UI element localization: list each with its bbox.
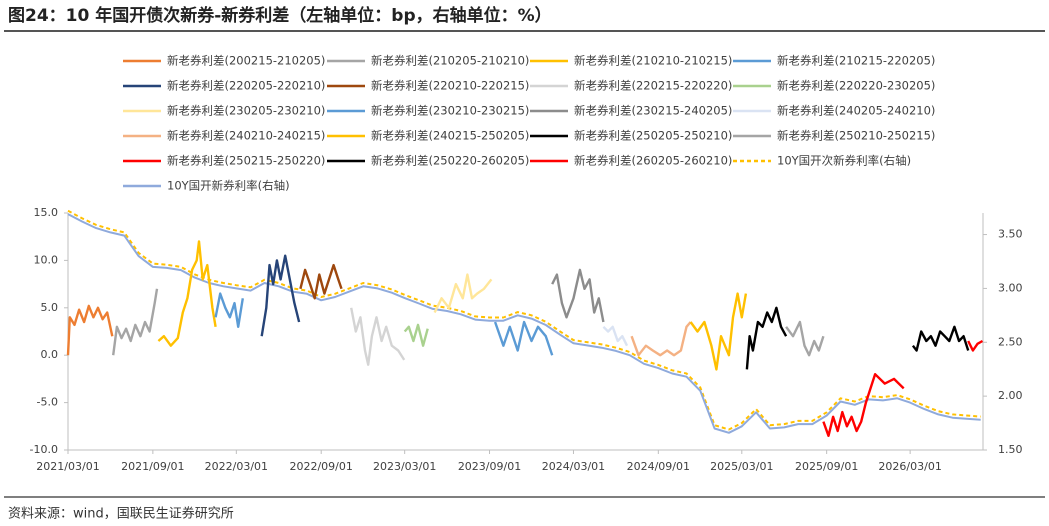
x-tick-label: 2024/03/01	[542, 460, 605, 473]
y-tick-label: 0.0	[41, 348, 59, 361]
source-note: 资料来源：wind，国联民生证券研究所	[8, 506, 234, 522]
legend-label: 新老券利差(220205-220210)	[167, 79, 325, 93]
spread-line	[403, 323, 429, 347]
spread-line	[299, 263, 343, 300]
legend-label: 新老券利差(250205-250210)	[574, 129, 732, 143]
x-tick-label: 2025/09/01	[795, 460, 858, 473]
legend-label: 10Y国开次新券利率(右轴)	[777, 154, 911, 168]
y-tick-label: -10.0	[30, 443, 58, 456]
spread-line	[745, 306, 788, 370]
x-tick-label: 2021/03/01	[36, 460, 99, 473]
x-tick-label: 2026/03/01	[878, 460, 941, 473]
legend-label: 新老券利差(210210-210215)	[574, 54, 732, 68]
legend-label: 新老券利差(230205-230210)	[167, 104, 325, 118]
x-tick-label: 2024/09/01	[627, 460, 690, 473]
spread-line	[260, 254, 301, 337]
legend-label: 新老券利差(220220-230205)	[777, 79, 935, 93]
spread-line	[785, 320, 825, 357]
x-tick-label: 2025/03/01	[710, 460, 773, 473]
spread-line	[967, 339, 984, 352]
spread-line	[157, 240, 217, 347]
legend-label: 新老券利差(250215-250220)	[167, 154, 325, 168]
chart-title: 图24：10 年国开债次新券-新券利差（左轴单位：bp，右轴单位：%）	[8, 5, 552, 26]
legend-label: 新老券利差(250210-250215)	[777, 129, 935, 143]
x-tick-label: 2022/03/01	[205, 460, 268, 473]
legend-label: 新老券利差(240210-240215)	[167, 129, 325, 143]
y-tick-label: 10.0	[34, 253, 59, 266]
legend-label: 新老券利差(250220-260205)	[371, 154, 529, 168]
y2-tick-label: 3.00	[998, 281, 1023, 294]
spread-line	[433, 273, 493, 314]
legend-label: 新老券利差(230215-240205)	[574, 104, 732, 118]
y-tick-label: 5.0	[41, 301, 59, 314]
legend-label: 新老券利差(240215-250205)	[371, 129, 529, 143]
y-tick-label: -5.0	[37, 396, 58, 409]
spread-line	[630, 321, 692, 357]
legend-label: 新老券利差(260205-260210)	[574, 154, 732, 168]
yield-line	[67, 209, 981, 431]
y2-tick-label: 1.50	[998, 443, 1023, 456]
spread-line	[350, 307, 406, 366]
x-tick-label: 2021/09/01	[121, 460, 184, 473]
x-tick-label: 2023/09/01	[458, 460, 521, 473]
x-tick-label: 2022/09/01	[289, 460, 352, 473]
spread-line	[493, 320, 554, 356]
spread-line	[112, 288, 159, 356]
y-tick-label: 15.0	[34, 206, 59, 219]
spread-line	[66, 304, 114, 356]
y2-tick-label: 2.00	[998, 389, 1023, 402]
legend-label: 新老券利差(200215-210205)	[167, 54, 325, 68]
spread-line	[214, 292, 244, 328]
spread-line	[689, 292, 748, 371]
spread-line	[602, 325, 629, 347]
legend-label: 新老券利差(220210-220215)	[371, 79, 529, 93]
legend-label: 新老券利差(240205-240210)	[777, 104, 935, 118]
x-tick-label: 2023/03/01	[373, 460, 436, 473]
yield-line	[67, 213, 981, 434]
spread-line	[551, 268, 605, 323]
y2-tick-label: 2.50	[998, 335, 1023, 348]
legend-label: 新老券利差(230210-230215)	[371, 104, 529, 118]
legend-label: 新老券利差(220215-220220)	[574, 79, 732, 93]
legend-label: 新老券利差(210205-210210)	[371, 54, 529, 68]
y2-tick-label: 3.50	[998, 228, 1023, 241]
legend-label: 10Y国开新券利率(右轴)	[167, 179, 290, 193]
spread-line	[911, 325, 970, 352]
legend-label: 新老券利差(210215-220205)	[777, 54, 935, 68]
spread-line	[822, 373, 905, 437]
